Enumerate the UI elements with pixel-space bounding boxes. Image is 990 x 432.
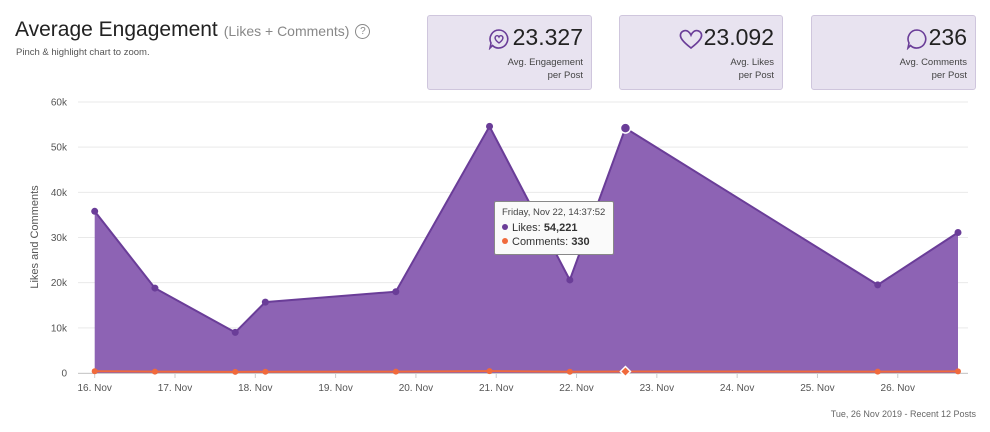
y-tick-label: 40k — [51, 188, 68, 199]
avg-engagement-value: 23.327 — [512, 24, 583, 50]
likes-point[interactable] — [261, 298, 269, 306]
avg-likes-value: 23.092 — [703, 24, 774, 50]
likes-point[interactable] — [91, 207, 99, 215]
page-title: Average Engagement (Likes + Comments)? — [15, 18, 371, 42]
likes-point[interactable] — [954, 229, 962, 237]
x-axis: 16. Nov 17. Nov 18. Nov 19. Nov 20. Nov 21. N… — [77, 373, 968, 394]
x-tick-label: 23. Nov — [640, 383, 674, 394]
comments-point[interactable] — [151, 368, 158, 375]
y-tick-label: 50k — [51, 143, 68, 154]
likes-point[interactable] — [874, 281, 882, 289]
chart-tooltip: Friday, Nov 22, 14:37:52 Likes: 54,221 C… — [494, 201, 614, 255]
zoom-hint: Pinch & highlight chart to zoom. — [16, 47, 150, 58]
likes-point[interactable] — [231, 328, 239, 336]
avg-comments-label-line2: per Post — [931, 70, 967, 81]
avg-comments-label: Avg. Comments per Post — [847, 56, 967, 82]
x-tick-label: 16. Nov — [77, 383, 111, 394]
heart-icon — [679, 29, 703, 50]
comments-point[interactable] — [91, 368, 98, 375]
avg-likes-label-line1: Avg. Likes — [730, 57, 774, 68]
x-tick-label: 22. Nov — [559, 383, 593, 394]
x-tick-label: 26. Nov — [881, 383, 915, 394]
x-tick-label: 21. Nov — [479, 383, 513, 394]
tooltip-comments-row: Comments: 330 — [502, 235, 606, 249]
comments-point[interactable] — [566, 368, 573, 375]
avg-likes-card: 23.092 Avg. Likes per Post — [619, 15, 783, 90]
comments-line — [94, 370, 959, 373]
tooltip-likes-label: Likes: — [512, 222, 541, 234]
tooltip-comments-value: 330 — [571, 236, 590, 248]
x-tick-label: 19. Nov — [318, 383, 352, 394]
y-tick-label: 10k — [51, 323, 68, 334]
chart-points[interactable] — [91, 122, 962, 378]
likes-point[interactable] — [151, 284, 159, 292]
y-tick-label: 30k — [51, 233, 68, 244]
avg-engagement-label-line1: Avg. Engagement — [507, 57, 583, 68]
avg-likes-label-line2: per Post — [738, 70, 774, 81]
y-tick-label: 60k — [51, 98, 68, 109]
avg-engagement-card: 23.327 Avg. Engagement per Post — [427, 15, 592, 90]
help-icon[interactable]: ? — [355, 24, 371, 39]
likes-point[interactable] — [486, 122, 494, 130]
comments-point[interactable] — [232, 368, 239, 375]
x-tick-label: 17. Nov — [158, 383, 192, 394]
chart-subtitle: (Likes + Comments) — [223, 23, 350, 39]
likes-point[interactable] — [619, 122, 632, 134]
likes-line — [93, 124, 959, 334]
avg-likes-label: Avg. Likes per Post — [654, 56, 774, 82]
likes-point[interactable] — [392, 288, 400, 296]
y-axis: 0 10k 20k 30k 40k 50k 60k — [51, 98, 68, 380]
comments-point[interactable] — [874, 368, 881, 375]
avg-comments-card: 236 Avg. Comments per Post — [811, 15, 976, 90]
comments-dot-icon — [502, 238, 508, 244]
comments-point[interactable] — [955, 368, 961, 375]
comments-point[interactable] — [486, 368, 493, 375]
chart-title: Average Engagement — [15, 18, 218, 41]
comments-point[interactable] — [619, 365, 632, 378]
tooltip-date: Friday, Nov 22, 14:37:52 — [502, 207, 606, 218]
engagement-heart-bubble-icon — [488, 29, 509, 50]
likes-point[interactable] — [566, 276, 574, 284]
avg-engagement-label-line2: per Post — [547, 70, 583, 81]
x-tick-label: 25. Nov — [800, 383, 834, 394]
avg-comments-value: 236 — [928, 24, 967, 50]
x-tick-label: 20. Nov — [399, 383, 433, 394]
comments-point[interactable] — [392, 368, 399, 375]
tooltip-likes-row: Likes: 54,221 — [502, 221, 606, 235]
likes-dot-icon — [502, 224, 508, 230]
x-tick-label: 18. Nov — [238, 383, 272, 394]
avg-engagement-label: Avg. Engagement per Post — [463, 56, 583, 82]
y-tick-label: 20k — [51, 278, 68, 289]
y-tick-label: 0 — [61, 369, 67, 380]
tooltip-comments-label: Comments: — [512, 236, 569, 248]
y-axis-label: Likes and Comments — [29, 185, 41, 289]
comment-bubble-icon — [906, 29, 927, 50]
tooltip-likes-value: 54,221 — [543, 222, 578, 234]
x-tick-label: 24. Nov — [720, 383, 754, 394]
avg-comments-label-line1: Avg. Comments — [899, 57, 967, 68]
footer-date-info: Tue, 26 Nov 2019 - Recent 12 Posts — [830, 409, 976, 419]
comments-point[interactable] — [262, 368, 269, 375]
